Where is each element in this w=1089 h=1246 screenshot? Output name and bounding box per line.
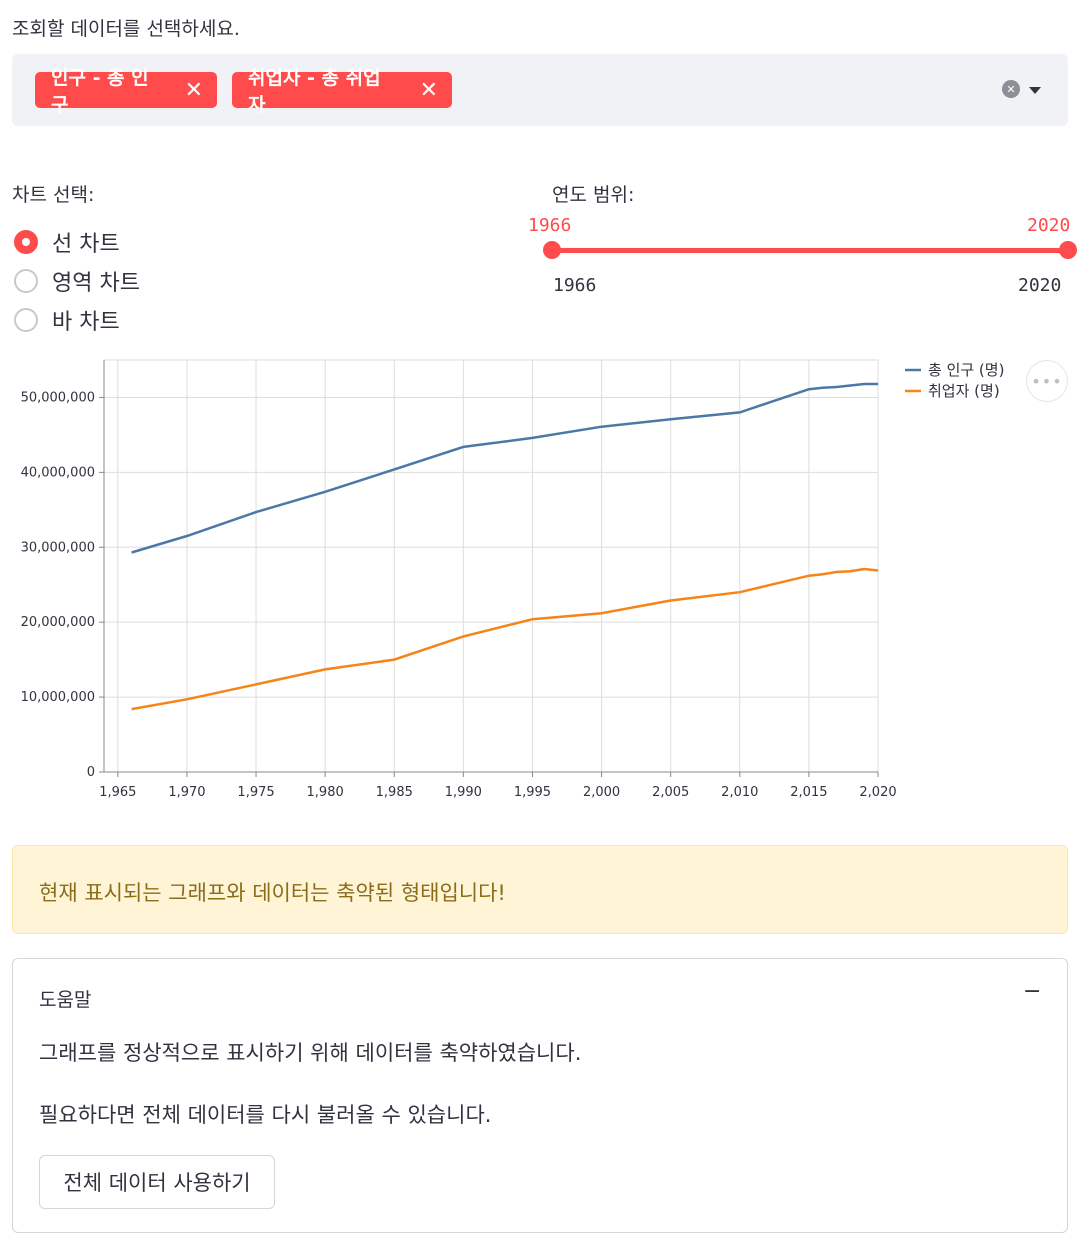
y-tick-label: 40,000,000: [21, 465, 95, 480]
remove-tag-icon[interactable]: ✕: [184, 77, 203, 103]
slider-low-handle[interactable]: [543, 241, 561, 259]
chart-select-label: 차트 선택:: [12, 184, 95, 206]
line-chart: 0 10,000,000 20,000,000 30,000,000 40,000,00…: [0, 350, 1089, 810]
radio-area-chart[interactable]: 영역 차트: [14, 265, 140, 297]
radio-label: 영역 차트: [52, 271, 140, 296]
series-line-0: [131, 382, 878, 554]
tag-label: 취업자 - 총 취업자: [248, 67, 381, 116]
radio-bar-chart[interactable]: 바 차트: [14, 304, 120, 336]
chevron-down-icon[interactable]: [1029, 87, 1041, 94]
y-tick-label: 20,000,000: [21, 615, 95, 630]
x-tick-label: 1,970: [168, 785, 205, 800]
tag-label: 인구 - 총 인구: [51, 67, 149, 116]
x-tick-label: 1,995: [514, 785, 551, 800]
x-tick-label: 1,985: [376, 785, 413, 800]
x-tick-label: 1,965: [99, 785, 136, 800]
use-full-data-button[interactable]: 전체 데이터 사용하기: [39, 1155, 275, 1209]
remove-tag-icon[interactable]: ✕: [419, 77, 438, 103]
series-line-1: [131, 567, 879, 711]
x-tick-label: 2,005: [652, 785, 689, 800]
slider-max-label: 2020: [1018, 275, 1062, 296]
slider-min-label: 1966: [553, 275, 597, 296]
radio-unchecked-icon: [14, 308, 38, 332]
y-tick-label: 10,000,000: [21, 690, 95, 705]
y-tick-label: 30,000,000: [21, 540, 95, 555]
legend-label: 총 인구 (명): [928, 361, 1004, 379]
x-tick-label: 1,980: [307, 785, 344, 800]
slider-low-value: 1966: [528, 215, 572, 236]
tag-population: 인구 - 총 인구 ✕: [35, 67, 217, 116]
x-tick-label: 1,975: [237, 785, 274, 800]
radio-label: 선 차트: [52, 232, 120, 257]
slider-high-value: 2020: [1027, 215, 1071, 236]
expander-title[interactable]: 도움말: [39, 989, 92, 1011]
legend-label: 취업자 (명): [928, 382, 1000, 400]
help-text-2: 필요하다면 전체 데이터를 다시 불러올 수 있습니다.: [39, 1103, 492, 1127]
x-tick-label: 2,015: [790, 785, 827, 800]
radio-label: 바 차트: [52, 310, 120, 335]
more-options-icon[interactable]: •••: [1026, 360, 1068, 402]
y-tick-label: 0: [87, 765, 95, 780]
y-tick-label: 50,000,000: [21, 390, 95, 405]
radio-checked-icon: [14, 230, 38, 254]
radio-line-chart[interactable]: 선 차트: [14, 226, 120, 258]
warning-alert: 현재 표시되는 그래프와 데이터는 축약된 형태입니다!: [12, 845, 1068, 934]
chart-svg: 0 10,000,000 20,000,000 30,000,000 40,000,00…: [21, 359, 1004, 800]
x-tick-label: 2,020: [859, 785, 896, 800]
help-text-1: 그래프를 정상적으로 표시하기 위해 데이터를 축약하였습니다.: [39, 1041, 582, 1065]
clear-all-icon[interactable]: ✕: [1002, 80, 1020, 98]
x-tick-label: 1,990: [445, 785, 482, 800]
year-range-label: 연도 범위:: [552, 184, 635, 206]
x-tick-label: 2,010: [721, 785, 758, 800]
data-multiselect[interactable]: 인구 - 총 인구 ✕ 취업자 - 총 취업자 ✕ ✕: [12, 54, 1068, 126]
year-range-slider-track[interactable]: [552, 248, 1068, 253]
data-select-prompt: 조회할 데이터를 선택하세요.: [12, 18, 240, 40]
slider-high-handle[interactable]: [1059, 241, 1077, 259]
help-expander: 도움말 − 그래프를 정상적으로 표시하기 위해 데이터를 축약하였습니다. 필…: [12, 958, 1068, 1233]
tag-employed: 취업자 - 총 취업자 ✕: [232, 67, 452, 116]
plot-area: [103, 359, 879, 773]
collapse-icon[interactable]: −: [1023, 979, 1042, 1004]
x-tick-label: 2,000: [583, 785, 620, 800]
radio-unchecked-icon: [14, 269, 38, 293]
